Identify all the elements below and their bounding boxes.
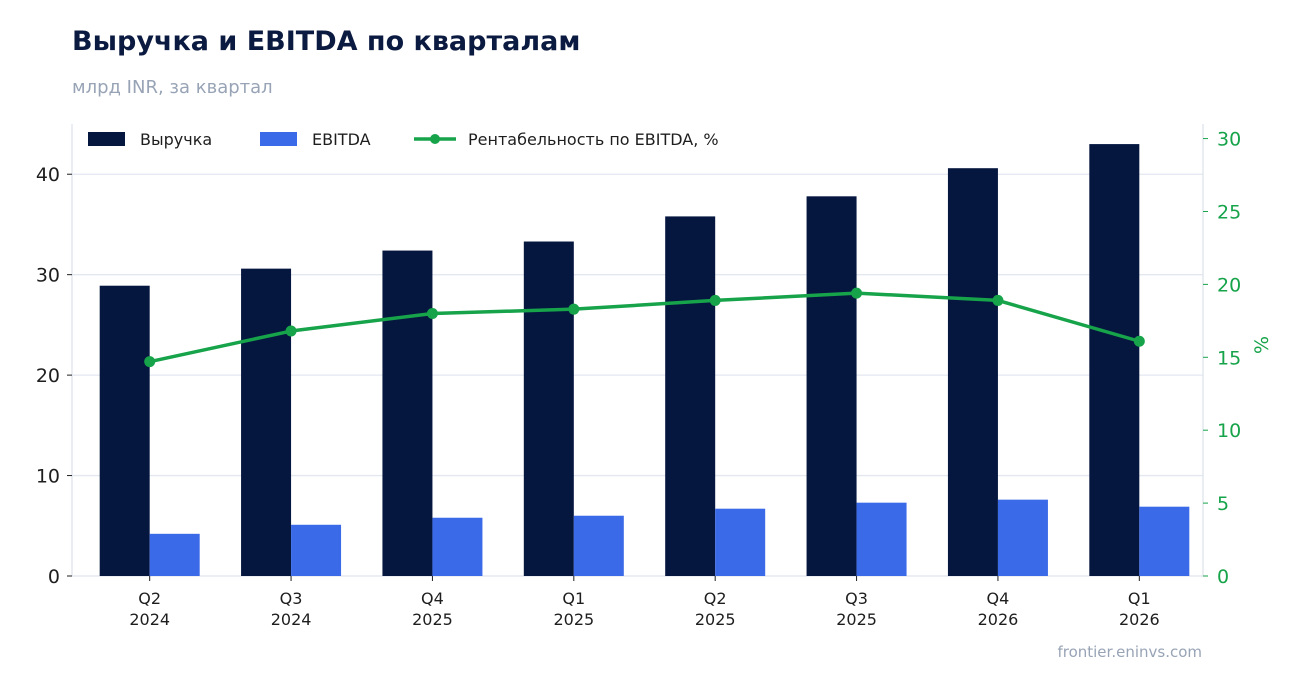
bar-ebitda — [1139, 506, 1190, 576]
bar-revenue — [523, 241, 574, 576]
legend-label-revenue: Выручка — [140, 130, 212, 149]
chart-title: Выручка и EBITDA по кварталам — [72, 26, 581, 57]
x-tick-label: Q2 — [704, 589, 727, 608]
legend-label-margin: Рентабельность по EBITDA, % — [468, 130, 719, 149]
x-tick-label: 2025 — [553, 610, 594, 629]
y-tick-label-left: 10 — [36, 466, 60, 488]
bar-ebitda — [856, 502, 907, 576]
bar-revenue — [241, 268, 292, 576]
y-tick-label-right: 25 — [1217, 201, 1241, 223]
point-margin — [568, 303, 580, 315]
point-margin — [426, 308, 438, 320]
y-tick-label-left: 0 — [48, 566, 60, 588]
y-tick-label-right: 15 — [1217, 347, 1241, 369]
source-label: frontier.eninvs.com — [1057, 643, 1202, 661]
legend-label-ebitda: EBITDA — [312, 130, 371, 149]
bar-revenue — [806, 196, 857, 576]
y-axis-right-label: % — [1251, 336, 1273, 354]
y-tick-label-right: 20 — [1217, 274, 1241, 296]
point-margin — [144, 356, 156, 368]
x-tick-label: Q3 — [845, 589, 868, 608]
y-tick-label-right: 5 — [1217, 493, 1229, 515]
bar-ebitda — [573, 515, 624, 576]
y-tick-label-right: 0 — [1217, 566, 1229, 588]
x-tick-label: 2026 — [1119, 610, 1160, 629]
x-tick-label: Q4 — [421, 589, 444, 608]
x-tick-label: Q4 — [987, 589, 1010, 608]
bar-revenue — [665, 216, 716, 577]
legend-swatch-revenue — [88, 132, 125, 146]
x-tick-label: 2025 — [836, 610, 877, 629]
y-tick-label-right: 30 — [1217, 129, 1241, 151]
x-tick-label: 2025 — [412, 610, 453, 629]
y-tick-label-left: 40 — [36, 164, 60, 186]
x-tick-label: Q2 — [138, 589, 161, 608]
x-tick-label: 2024 — [271, 610, 312, 629]
x-tick-label: 2024 — [129, 610, 170, 629]
bar-revenue — [382, 250, 433, 576]
point-margin — [1133, 335, 1145, 347]
bar-revenue — [1089, 144, 1140, 577]
bar-ebitda — [715, 508, 766, 576]
x-tick-label: Q3 — [280, 589, 303, 608]
bar-ebitda — [432, 517, 483, 576]
y-tick-label-right: 10 — [1217, 420, 1241, 442]
legend-swatch-ebitda — [260, 132, 297, 146]
bar-ebitda — [997, 499, 1048, 576]
bar-ebitda — [291, 524, 342, 576]
bar-revenue — [99, 285, 150, 576]
point-margin — [709, 294, 721, 306]
x-tick-label: 2025 — [695, 610, 736, 629]
point-margin — [992, 294, 1004, 306]
bar-ebitda — [149, 533, 200, 576]
y-tick-label-left: 20 — [36, 365, 60, 387]
chart-subtitle: млрд INR, за квартал — [72, 77, 273, 98]
bar-revenue — [947, 168, 998, 576]
y-tick-label-left: 30 — [36, 265, 60, 287]
series-line-margin — [149, 291, 1140, 364]
point-margin — [285, 325, 297, 337]
legend-swatch-margin-marker — [430, 134, 440, 144]
x-tick-label: 2026 — [978, 610, 1019, 629]
x-tick-label: Q1 — [562, 589, 585, 608]
x-tick-label: Q1 — [1128, 589, 1151, 608]
point-margin — [851, 287, 863, 299]
